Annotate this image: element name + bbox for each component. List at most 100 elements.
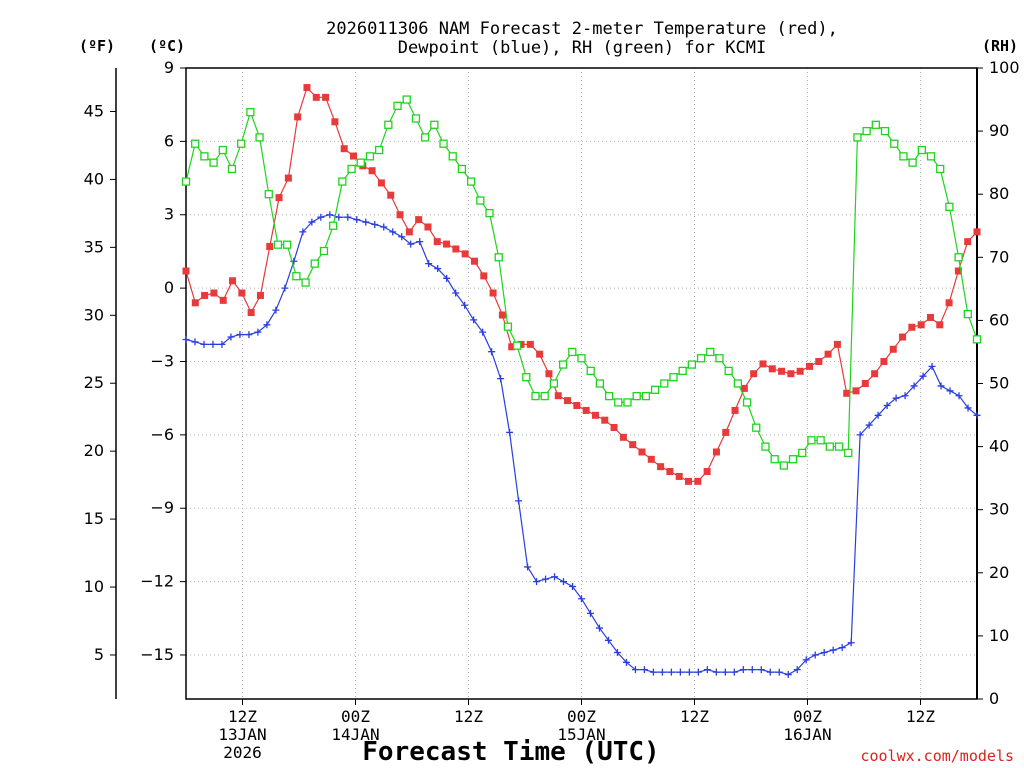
temperature-point <box>219 296 227 304</box>
dewpoint-point <box>191 338 199 346</box>
dewpoint-point <box>874 411 882 419</box>
dewpoint-point <box>308 218 316 226</box>
fahrenheit-tick-label: 45 <box>84 101 104 120</box>
rh-point <box>310 259 319 268</box>
temperature-point <box>377 179 385 187</box>
temperature-point <box>340 145 348 153</box>
fahrenheit-tick-label: 15 <box>84 509 104 528</box>
temperature-point <box>433 238 441 246</box>
celsius-unit-label: (ºC) <box>149 37 185 55</box>
rh-point <box>329 221 338 230</box>
dewpoint-point <box>883 402 891 410</box>
temperature-point <box>657 463 665 471</box>
rh-point <box>485 208 494 218</box>
dewpoint-point <box>793 666 801 674</box>
rh-point <box>660 379 669 388</box>
dewpoint-point <box>766 668 774 676</box>
temperature-point <box>275 194 283 202</box>
celsius-tick-label: −3 <box>150 351 174 370</box>
rh-tick-label: 90 <box>989 121 1009 140</box>
rh-point <box>200 152 209 161</box>
rh-point <box>466 177 476 186</box>
rh-tick-label: 0 <box>989 689 999 708</box>
dewpoint-point <box>335 213 343 221</box>
dewpoint-point <box>667 668 675 676</box>
dewpoint-point <box>721 668 729 676</box>
dewpoint-point <box>730 668 738 676</box>
temperature-point <box>722 428 730 436</box>
dewpoint-point <box>739 666 747 674</box>
dewpoint-point <box>542 575 550 583</box>
rh-point <box>218 145 227 155</box>
temperature-point <box>312 93 320 101</box>
rh-point <box>871 120 880 129</box>
rh-point <box>844 448 853 458</box>
temperature-point <box>936 321 944 329</box>
dewpoint-point <box>811 651 819 659</box>
dewpoint-point <box>506 428 514 436</box>
rh-point <box>384 120 393 129</box>
dewpoint-point <box>209 340 217 348</box>
rh-point <box>246 108 255 117</box>
dewpoint-point <box>524 563 532 571</box>
rh-point <box>641 391 651 401</box>
temperature-point <box>508 343 516 351</box>
dewpoint-point <box>200 340 208 348</box>
temperature-point <box>247 309 255 317</box>
series-layer <box>181 84 982 679</box>
celsius-tick-label: −6 <box>150 425 174 444</box>
rh-point <box>476 196 485 205</box>
dewpoint-point <box>955 392 963 400</box>
temperature-point <box>954 267 962 275</box>
rh-point <box>963 309 972 319</box>
rh-point <box>503 322 513 331</box>
celsius-tick-label: 9 <box>164 58 174 77</box>
time-tick-label: 13JAN <box>218 725 266 744</box>
dewpoint-point <box>497 375 505 383</box>
temperature-point <box>545 370 553 378</box>
dewpoint-point <box>676 668 684 676</box>
rh-point <box>393 101 402 111</box>
dewpoint-point <box>344 213 352 221</box>
dewpoint-point <box>856 431 864 439</box>
rh-tick-label: 80 <box>989 184 1009 203</box>
rh-point <box>862 126 871 136</box>
temperature-point <box>591 411 599 419</box>
dewpoint-point <box>515 497 523 505</box>
temperature-point <box>415 216 423 224</box>
temperature-point <box>787 370 795 378</box>
dewpoint-point <box>452 289 460 297</box>
rh-point <box>632 391 641 401</box>
rh-point <box>926 152 936 161</box>
temperature-point <box>815 357 823 365</box>
temperature-point <box>945 299 953 307</box>
dewpoint-point <box>847 639 855 647</box>
dewpoint-point <box>595 624 603 632</box>
dewpoint-point <box>910 382 918 390</box>
dewpoint-point <box>937 382 945 390</box>
temperature-point <box>266 243 274 251</box>
rh-tick-label: 70 <box>989 247 1009 266</box>
rh-point <box>283 240 292 249</box>
dewpoint-point <box>973 411 981 419</box>
rh-tick-label: 100 <box>989 58 1020 77</box>
temperature-point <box>536 350 544 358</box>
rh-point <box>669 373 678 382</box>
dewpoint-point <box>820 649 828 657</box>
dewpoint-point <box>416 238 424 246</box>
temperature-point <box>350 152 358 160</box>
fahrenheit-tick-label: 35 <box>84 237 104 256</box>
time-tick-label: 12Z <box>228 707 257 726</box>
dewpoint-point <box>838 644 846 652</box>
temperature-point <box>210 289 218 297</box>
fahrenheit-tick-label: 30 <box>84 305 104 324</box>
rh-point <box>209 158 218 167</box>
rh-point <box>724 366 733 376</box>
rh-point <box>494 253 503 262</box>
temperature-point <box>368 167 376 175</box>
rh-point <box>586 366 595 376</box>
time-tick-label: 00Z <box>341 707 370 726</box>
rh-point <box>770 455 779 464</box>
temperature-point <box>564 397 572 405</box>
